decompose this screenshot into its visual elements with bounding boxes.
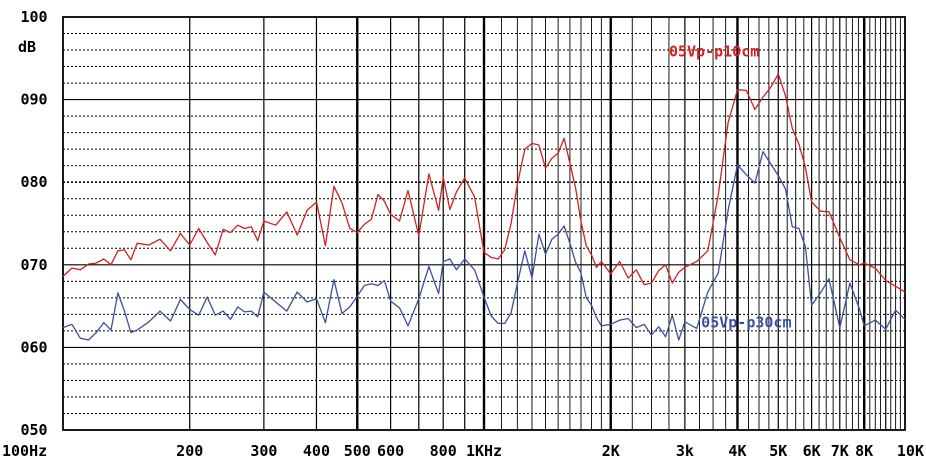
- series-line-2: [62, 150, 906, 341]
- series-lines: [62, 73, 906, 341]
- y-tick-label: 060: [20, 338, 47, 356]
- y-tick-label: 070: [20, 256, 47, 274]
- labels: 100 090 080 070 060 050 dB 100Hz 200 300 400 500 600…: [2, 8, 924, 460]
- x-tick-label: 10K: [897, 442, 924, 460]
- x-tick-label: 4K: [728, 442, 746, 460]
- y-tick-label: 050: [20, 421, 47, 439]
- x-tick-label: 600: [377, 442, 404, 460]
- x-tick-label: 800: [430, 442, 457, 460]
- x-tick-label: 7K: [831, 442, 849, 460]
- y-axis-label: dB: [18, 38, 36, 56]
- x-tick-label: 500: [344, 442, 371, 460]
- y-tick-label: 080: [20, 173, 47, 191]
- series-label: 05Vp-p30cm: [701, 314, 791, 332]
- series-label: 05Vp-p10cm: [669, 43, 759, 61]
- x-tick-label: 100Hz: [2, 442, 47, 460]
- x-tick-label: 400: [303, 442, 330, 460]
- x-tick-label: 6K: [803, 442, 821, 460]
- y-tick-label: 100: [20, 8, 47, 26]
- x-tick-label: 300: [250, 442, 277, 460]
- x-tick-label: 200: [176, 442, 203, 460]
- x-tick-label: 2K: [602, 442, 620, 460]
- series-line-1: [62, 73, 906, 293]
- x-tick-label: 3k: [676, 442, 694, 460]
- x-tick-label: 1KHz: [466, 442, 502, 460]
- y-tick-label: 090: [20, 91, 47, 109]
- x-tick-label: 8K: [855, 442, 873, 460]
- x-tick-label: 5K: [769, 442, 787, 460]
- grid: [62, 16, 906, 431]
- plot-frame: [62, 16, 906, 431]
